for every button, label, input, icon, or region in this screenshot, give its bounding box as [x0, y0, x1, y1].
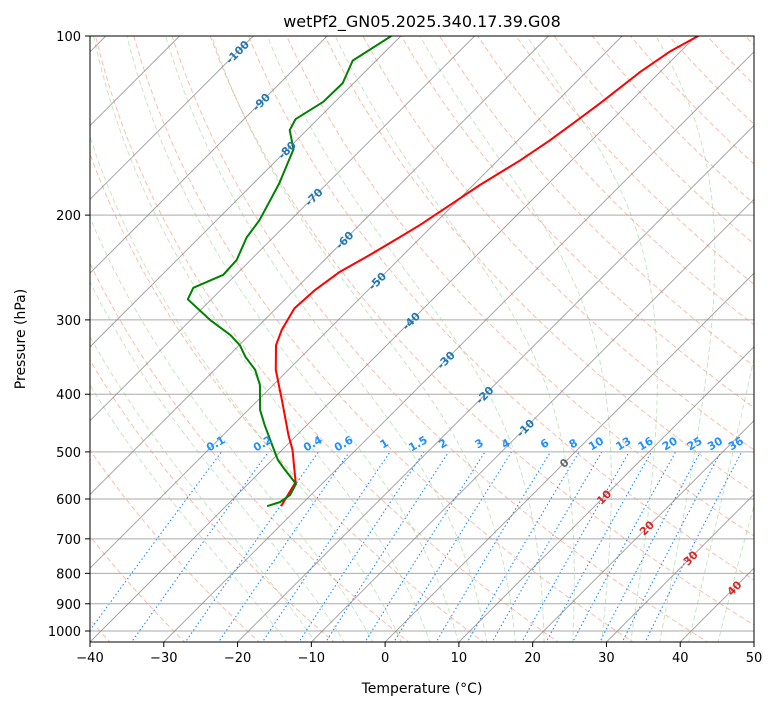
y-tick-label: 400 — [56, 388, 81, 403]
y-tick-label: 100 — [56, 30, 81, 45]
y-tick-label: 200 — [56, 209, 81, 224]
y-tick-label: 900 — [56, 598, 81, 613]
x-tick-label: −30 — [150, 651, 177, 666]
y-axis-label: Pressure (hPa) — [13, 289, 29, 389]
y-tick-label: 300 — [56, 314, 81, 329]
y-tick-label: 500 — [56, 446, 81, 461]
x-tick-label: 50 — [746, 651, 763, 666]
x-tick-label: 20 — [524, 651, 541, 666]
x-axis-label: Temperature (°C) — [361, 681, 483, 697]
x-tick-label: −20 — [224, 651, 251, 666]
y-tick-label: 1000 — [48, 625, 81, 640]
x-tick-label: 10 — [451, 651, 468, 666]
x-tick-label: 30 — [598, 651, 615, 666]
isotherm-gridline — [752, 36, 775, 644]
y-tick-label: 600 — [56, 493, 81, 508]
y-tick-label: 700 — [56, 533, 81, 548]
x-tick-label: −40 — [76, 651, 103, 666]
x-tick-label: 40 — [672, 651, 689, 666]
y-tick-label: 800 — [56, 567, 81, 582]
x-tick-label: 0 — [381, 651, 389, 666]
chart-title: wetPf2_GN05.2025.340.17.39.G08 — [283, 12, 561, 32]
x-tick-label: −10 — [298, 651, 325, 666]
